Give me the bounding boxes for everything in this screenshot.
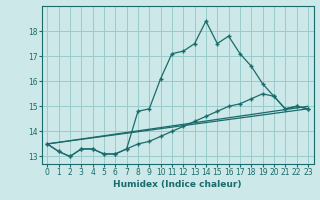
X-axis label: Humidex (Indice chaleur): Humidex (Indice chaleur) (113, 180, 242, 189)
